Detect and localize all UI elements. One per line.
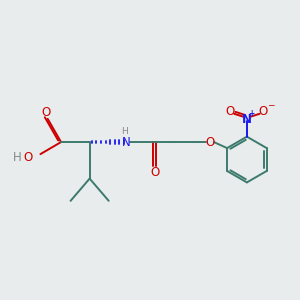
Text: O: O bbox=[41, 106, 50, 119]
Text: O: O bbox=[150, 166, 159, 179]
Text: N: N bbox=[122, 136, 130, 148]
Text: O: O bbox=[205, 136, 214, 148]
Text: +: + bbox=[248, 109, 254, 118]
Text: −: − bbox=[267, 100, 274, 109]
Text: O: O bbox=[23, 152, 32, 164]
Text: O: O bbox=[259, 105, 268, 118]
Text: H: H bbox=[121, 128, 128, 136]
Text: O: O bbox=[226, 105, 235, 118]
Text: N: N bbox=[242, 113, 252, 126]
Text: H: H bbox=[13, 152, 22, 164]
